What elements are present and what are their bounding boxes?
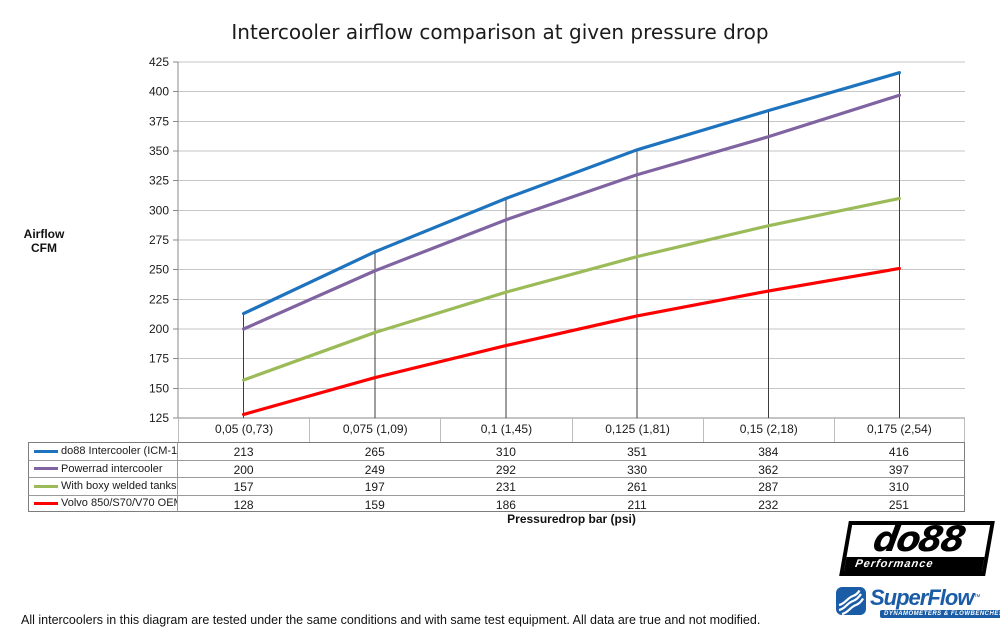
legend-label: Powerrad intercooler: [61, 462, 163, 475]
y-tick-label: 150: [149, 381, 169, 395]
table-value-cell: 292: [440, 459, 572, 478]
legend-cell: Volvo 850/S70/V70 OEM: [28, 494, 178, 512]
series-line: [241, 71, 902, 316]
table-value-cell: 261: [571, 477, 703, 495]
legend-key-line: [34, 467, 58, 471]
y-axis-title-line1: Airflow: [23, 227, 65, 241]
table-value-cell: 362: [702, 459, 834, 478]
x-axis-title: Pressuredrop bar (psi): [507, 512, 636, 526]
y-tick-label: 375: [149, 114, 169, 128]
legend-key-line: [34, 484, 58, 488]
legend-label: do88 Intercooler (ICM-130): [61, 445, 178, 458]
table-value-cell: 213: [178, 442, 310, 460]
x-axis-label: 0,15 (2,18): [702, 418, 834, 442]
table-value-cell: 384: [702, 442, 834, 460]
table-value-cell: 249: [309, 459, 441, 478]
series-line: [241, 196, 902, 382]
superflow-text-block: SuperFlow™ DYNAMOMETERS & FLOWBENCHES: [870, 587, 1000, 618]
table-value-cell: 416: [833, 442, 965, 460]
y-tick-label: 300: [149, 203, 169, 217]
table-value-cell: 265: [309, 442, 441, 460]
table-value-cell: 197: [309, 477, 441, 495]
y-tick-label: 175: [149, 352, 169, 366]
table-value-cell: 287: [702, 477, 834, 495]
chart-data-table: 0,05 (0,73) 0,075 (1,09) 0,1 (1,45) 0,125 (…: [28, 418, 965, 512]
x-axis-label: 0,1 (1,45): [440, 418, 571, 442]
x-axis-label: 0,075 (1,09): [309, 418, 440, 442]
table-value-cell: 231: [440, 477, 572, 495]
y-tick-label: 350: [149, 144, 169, 158]
y-axis-title-line2: CFM: [31, 241, 57, 255]
do88-logo-subtext: Performance: [843, 557, 985, 572]
legend-cell: With boxy welded tanks: [28, 477, 178, 495]
y-axis-title: Airflow CFM: [14, 227, 74, 255]
y-tick-label: 125: [149, 411, 169, 425]
table-value-cell: 232: [702, 494, 834, 512]
do88-logo-text: do88: [870, 520, 967, 560]
table-value-cell: 186: [440, 494, 572, 512]
x-axis-label: 0,125 (1,81): [571, 418, 703, 442]
y-tick-label: 325: [149, 174, 169, 188]
y-tick-label: 275: [149, 233, 169, 247]
y-tick-label: 225: [149, 292, 169, 306]
superflow-wave-icon: [836, 587, 866, 616]
line-chart: 125 150 175 200 225 250 275 300 325 350 375 400 425: [149, 55, 965, 425]
x-axis-label: 0,05 (0,73): [178, 418, 309, 442]
x-axis-label: 0,175 (2,54): [833, 418, 965, 442]
table-value-cell: 310: [833, 477, 965, 495]
table-corner-spacer: [28, 418, 178, 442]
footnote-text: All intercoolers in this diagram are tes…: [21, 613, 761, 627]
superflow-logo-text: SuperFlow™: [870, 585, 980, 610]
legend-cell: Powerrad intercooler: [28, 459, 178, 477]
table-value-cell: 159: [309, 494, 441, 512]
table-value-cell: 200: [178, 459, 310, 478]
y-tick-label: 425: [149, 55, 169, 69]
legend-key-line: [34, 449, 58, 453]
y-tick-label: 400: [149, 85, 169, 99]
series-line: [241, 266, 902, 417]
y-tick-label: 250: [149, 263, 169, 277]
chart-title: Intercooler airflow comparison at given …: [231, 20, 769, 44]
series-line: [241, 93, 902, 331]
legend-label: With boxy welded tanks: [61, 480, 177, 493]
table-value-cell: 251: [833, 494, 965, 512]
trademark-symbol: ™: [973, 594, 980, 601]
table-value-cell: 128: [178, 494, 310, 512]
table-value-cell: 211: [571, 494, 703, 512]
legend-label: Volvo 850/S70/V70 OEM: [61, 497, 178, 510]
superflow-logo: SuperFlow™ DYNAMOMETERS & FLOWBENCHES: [836, 587, 1000, 618]
legend-cell: do88 Intercooler (ICM-130): [28, 442, 178, 460]
table-value-cell: 157: [178, 477, 310, 495]
table-value-cell: 351: [571, 442, 703, 460]
do88-logo: do88 Performance: [839, 520, 995, 576]
y-tick-label: 200: [149, 322, 169, 336]
legend-key-line: [34, 501, 58, 505]
table-value-cell: 330: [571, 459, 703, 478]
table-value-cell: 310: [440, 442, 572, 460]
superflow-logo-tagline: DYNAMOMETERS & FLOWBENCHES: [880, 610, 1000, 618]
table-value-cell: 397: [833, 459, 965, 477]
